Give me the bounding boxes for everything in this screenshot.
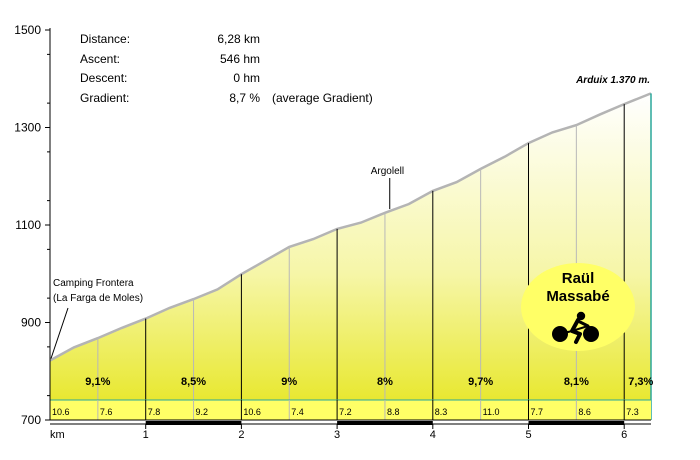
segment-gradient-label: 9,7% [468, 376, 493, 388]
stat-value: 8,7 % [229, 90, 260, 105]
x-tick-label: 2 [238, 429, 244, 441]
x-tick-label: 1 [143, 429, 149, 441]
annotation-start-name: Camping Frontera [53, 278, 134, 289]
segment-gradient-label: 8,5% [181, 376, 206, 388]
author-first-name: Raül [561, 270, 595, 287]
half-km-gradient-label: 7.4 [291, 407, 304, 417]
half-km-gradient-label: 8.6 [578, 407, 591, 417]
cyclist-icon [552, 311, 599, 344]
segment-gradient-label: 9,1% [85, 376, 110, 388]
x-unit-label: km [50, 429, 65, 441]
y-tick-label: 1100 [15, 218, 41, 232]
km-scale-bar [145, 421, 242, 425]
half-km-gradient-label: 11.0 [483, 407, 500, 417]
gradient-band [50, 400, 651, 420]
annotation-start-detail: (La Farga de Moles) [53, 293, 143, 304]
annotation-summit: Arduix 1.370 m. [575, 75, 650, 86]
y-tick-label: 1300 [14, 121, 41, 135]
half-km-gradient-label: 7.8 [148, 407, 161, 417]
author-credit-badge: Raül Massabé [521, 263, 635, 351]
y-tick-label: 900 [21, 316, 41, 330]
half-km-gradient-label: 9.2 [196, 407, 209, 417]
x-tick-label: 5 [525, 429, 531, 441]
annotation-argolell: Argolell [371, 166, 404, 177]
y-tick-label: 1500 [14, 23, 41, 37]
author-last-name: Massabé [546, 288, 610, 305]
km-scale-bar [337, 421, 433, 425]
annotation-start-pointer [50, 307, 69, 359]
segment-gradient-label: 9% [281, 376, 297, 388]
stat-label: Gradient: [80, 90, 130, 105]
stat-label: Descent: [80, 71, 128, 85]
stat-value: 546 hm [219, 51, 260, 66]
stat-label: Distance: [80, 32, 131, 46]
km-scale-bar [528, 421, 625, 425]
segment-gradient-label: 8,1% [564, 376, 589, 388]
half-km-gradient-label: 10.6 [52, 407, 70, 417]
half-km-gradient-label: 7.3 [626, 407, 639, 417]
stat-value: 6,28 km [217, 32, 260, 46]
profile-line [49, 92, 652, 362]
stat-value: 0 hm [233, 71, 260, 85]
half-km-gradient-label: 10.6 [243, 407, 261, 417]
segment-gradient-label: 8% [377, 376, 393, 388]
profile-area [50, 93, 651, 421]
half-km-gradient-label: 7.2 [339, 407, 352, 417]
half-km-gradient-label: 7.7 [531, 407, 544, 417]
x-tick-label: 6 [621, 429, 627, 441]
half-km-gradient-label: 8.8 [387, 407, 400, 417]
half-km-gradient-label: 8.3 [435, 407, 448, 417]
half-km-gradient-label: 7.6 [100, 407, 113, 417]
x-tick-label: 3 [334, 429, 340, 441]
stat-note: (average Gradient) [272, 90, 373, 105]
stat-label: Ascent: [80, 51, 121, 66]
segment-gradient-label: 7,3% [628, 376, 653, 388]
y-tick-label: 700 [21, 413, 41, 427]
x-tick-label: 4 [430, 429, 436, 441]
